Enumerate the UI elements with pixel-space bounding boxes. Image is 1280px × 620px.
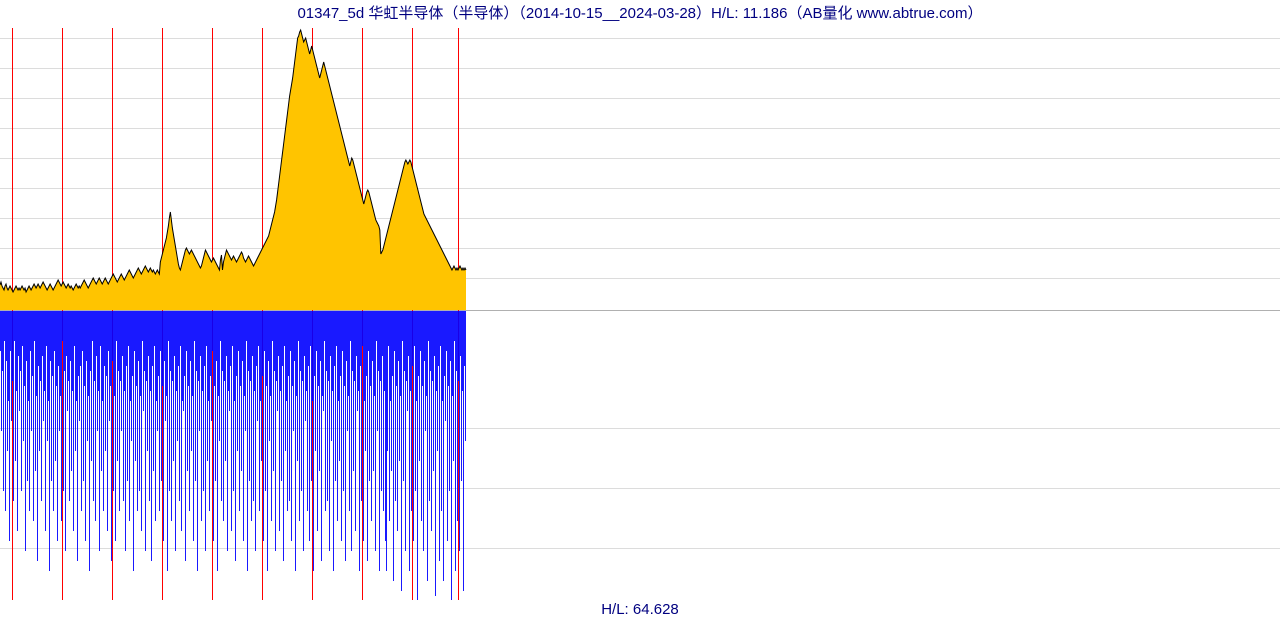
upper-area <box>0 30 466 310</box>
chart-title: 01347_5d 华虹半导体（半导体）（2014-10-15__2024-03-… <box>0 2 1280 23</box>
plot-area <box>0 28 1280 600</box>
lower-bars <box>0 311 466 600</box>
chart-footer: H/L: 64.628 <box>0 601 1280 618</box>
series-svg <box>0 28 1280 600</box>
chart-container: 01347_5d 华虹半导体（半导体）（2014-10-15__2024-03-… <box>0 0 1280 620</box>
